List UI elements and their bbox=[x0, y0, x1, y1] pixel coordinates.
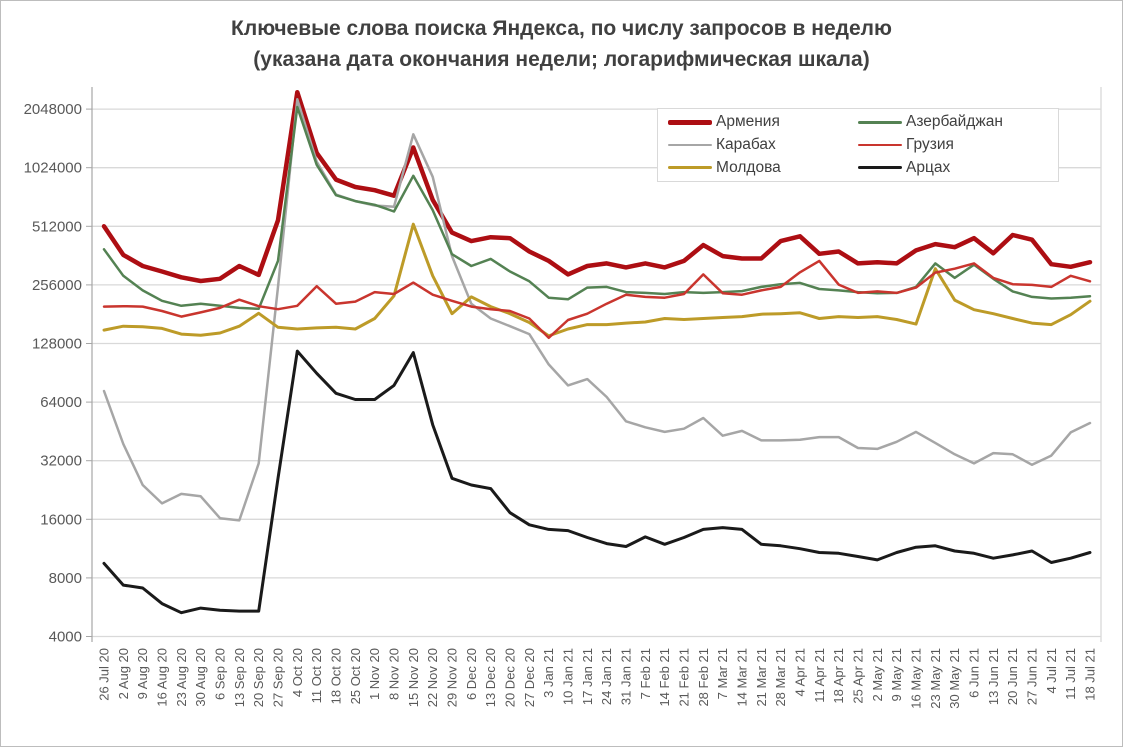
x-axis-label: 13 Sep 20 bbox=[232, 648, 247, 707]
series-line-georgia bbox=[102, 259, 1092, 340]
y-axis-label: 128000 bbox=[32, 336, 82, 353]
x-axis-label: 20 Dec 20 bbox=[503, 648, 518, 707]
x-axis-label: 25 Apr 21 bbox=[851, 648, 866, 704]
x-axis-label: 16 May 21 bbox=[909, 648, 924, 709]
legend-swatch-moldova bbox=[668, 166, 712, 170]
legend-item-georgia: Грузия bbox=[858, 135, 1048, 155]
x-axis-label: 22 Nov 20 bbox=[425, 648, 440, 707]
x-axis-label: 11 Oct 20 bbox=[309, 648, 324, 703]
legend: Армения Карабах Молдова Азербайджан Грузия Ар… bbox=[657, 108, 1059, 182]
x-axis-label: 2 May 21 bbox=[870, 648, 885, 701]
legend-label-karabakh: Карабах bbox=[716, 135, 776, 153]
x-axis-label: 9 May 21 bbox=[889, 648, 904, 701]
x-axis-label: 10 Jan 21 bbox=[561, 648, 576, 705]
legend-swatch-armenia bbox=[668, 120, 712, 125]
chart-title-line2: (указана дата окончания недели; логарифм… bbox=[253, 48, 870, 71]
x-axis-label: 20 Jun 21 bbox=[1005, 648, 1020, 705]
x-axis-label: 25 Oct 20 bbox=[348, 648, 363, 704]
series-line-moldova bbox=[102, 222, 1092, 338]
x-axis-label: 15 Nov 20 bbox=[406, 648, 421, 707]
x-axis-label: 17 Jan 21 bbox=[580, 648, 595, 705]
y-axis-label: 16000 bbox=[40, 511, 82, 528]
x-axis-label: 8 Nov 20 bbox=[387, 648, 402, 700]
x-axis-label: 1 Nov 20 bbox=[367, 648, 382, 700]
y-axis-label: 32000 bbox=[40, 453, 82, 470]
legend-item-karabakh: Карабах bbox=[668, 135, 858, 155]
x-axis-label: 13 Dec 20 bbox=[483, 648, 498, 707]
legend-swatch-karabakh bbox=[668, 143, 712, 147]
x-axis-label: 29 Nov 20 bbox=[445, 648, 460, 707]
x-axis-label: 16 Aug 20 bbox=[155, 648, 170, 707]
series-line-azerbaijan bbox=[102, 105, 1092, 311]
x-axis-label: 23 Aug 20 bbox=[174, 648, 189, 707]
x-axis-label: 14 Feb 21 bbox=[657, 648, 672, 707]
legend-item-azerbaijan: Азербайджан bbox=[858, 112, 1048, 132]
x-axis-label: 3 Jan 21 bbox=[541, 648, 556, 698]
y-axis-label: 64000 bbox=[40, 394, 82, 411]
x-axis-label: 13 Jun 21 bbox=[986, 648, 1001, 705]
x-axis-label: 26 Jul 20 bbox=[97, 648, 112, 701]
x-axis-label: 11 Jul 21 bbox=[1063, 648, 1078, 700]
x-axis-label: 6 Dec 20 bbox=[464, 648, 479, 700]
x-axis-label: 4 Jul 21 bbox=[1044, 648, 1059, 694]
x-axis-label: 30 Aug 20 bbox=[193, 648, 208, 707]
x-axis-label: 20 Sep 20 bbox=[251, 648, 266, 707]
x-axis-label: 23 May 21 bbox=[928, 648, 943, 709]
legend-item-armenia: Армения bbox=[668, 112, 858, 132]
x-axis-label: 7 Mar 21 bbox=[715, 648, 730, 699]
legend-swatch-georgia bbox=[858, 143, 902, 147]
legend-item-moldova: Молдова bbox=[668, 158, 858, 178]
x-axis-label: 31 Jan 21 bbox=[619, 648, 634, 705]
x-axis-label: 18 Apr 21 bbox=[831, 648, 846, 704]
x-axis-label: 14 Mar 21 bbox=[735, 648, 750, 707]
x-axis-label: 18 Oct 20 bbox=[329, 648, 344, 704]
legend-label-azerbaijan: Азербайджан bbox=[906, 113, 1003, 131]
x-axis-label: 4 Oct 20 bbox=[290, 648, 305, 697]
x-axis-label: 11 Apr 21 bbox=[812, 648, 827, 703]
x-axis-label: 7 Feb 21 bbox=[638, 648, 653, 699]
y-axis-label: 2048000 bbox=[24, 101, 82, 118]
legend-swatch-azerbaijan bbox=[858, 121, 902, 124]
y-axis-label: 1024000 bbox=[24, 160, 82, 177]
x-axis-label: 30 May 21 bbox=[947, 648, 962, 709]
x-axis-label: 27 Sep 20 bbox=[271, 648, 286, 707]
legend-swatch-artsakh bbox=[858, 166, 902, 170]
series-line-artsakh bbox=[102, 349, 1092, 615]
x-axis-label: 6 Sep 20 bbox=[213, 648, 228, 700]
x-axis-label: 27 Dec 20 bbox=[522, 648, 537, 707]
x-axis-label: 27 Jun 21 bbox=[1025, 648, 1040, 705]
legend-label-moldova: Молдова bbox=[716, 158, 781, 176]
legend-item-artsakh: Арцах bbox=[858, 158, 1048, 178]
y-axis-label: 512000 bbox=[32, 218, 82, 235]
chart-title-line1: Ключевые слова поиска Яндекса, по числу … bbox=[231, 17, 892, 40]
x-axis-label: 28 Feb 21 bbox=[696, 648, 711, 707]
x-axis-label: 18 Jul 21 bbox=[1083, 648, 1098, 701]
x-axis-label: 6 Jun 21 bbox=[967, 648, 982, 698]
series-line-armenia bbox=[101, 89, 1093, 284]
chart-title: Ключевые слова поиска Яндекса, по числу … bbox=[1, 13, 1122, 75]
x-axis-label: 21 Mar 21 bbox=[754, 648, 769, 707]
x-axis-label: 24 Jan 21 bbox=[599, 648, 614, 705]
y-axis-label: 8000 bbox=[49, 570, 82, 587]
legend-label-georgia: Грузия bbox=[906, 135, 954, 153]
y-axis-label: 256000 bbox=[32, 277, 82, 294]
x-axis-label: 9 Aug 20 bbox=[135, 648, 150, 699]
x-axis-label: 28 Mar 21 bbox=[773, 648, 788, 707]
x-axis-label: 21 Feb 21 bbox=[677, 648, 692, 707]
legend-label-armenia: Армения bbox=[716, 113, 780, 131]
x-axis-label: 2 Aug 20 bbox=[116, 648, 131, 699]
legend-label-artsakh: Арцах bbox=[906, 158, 951, 176]
x-axis-label: 4 Apr 21 bbox=[793, 648, 808, 696]
series-line-karabakh bbox=[102, 98, 1092, 522]
y-axis-label: 4000 bbox=[49, 629, 82, 646]
